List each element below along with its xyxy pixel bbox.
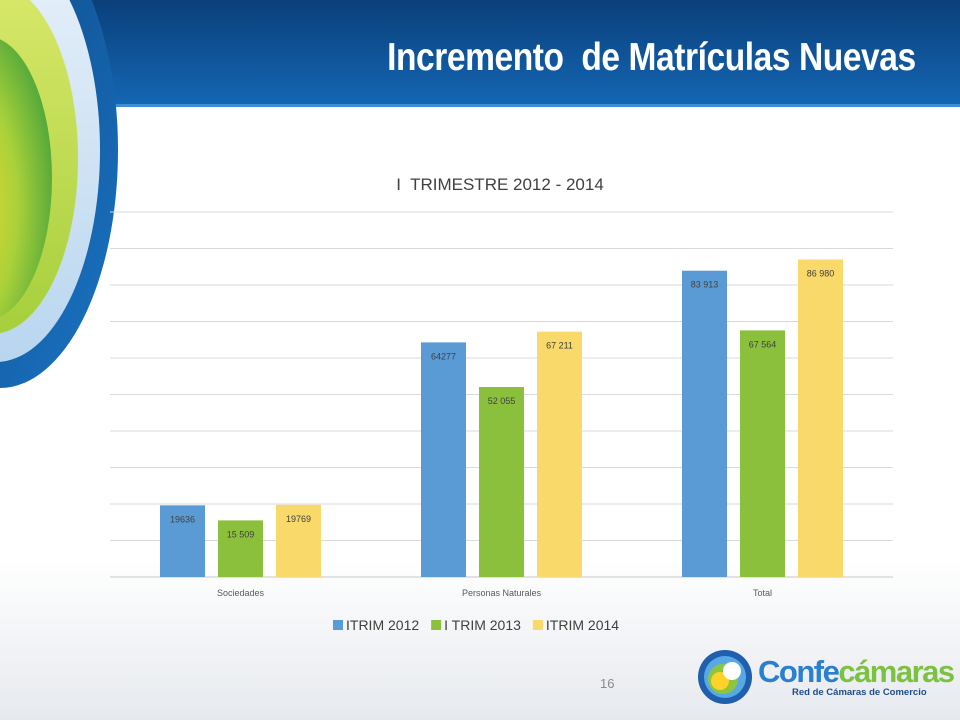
- legend-item: ITRIM 2012: [333, 617, 419, 633]
- confecamaras-logo: Confecámaras Red de Cámaras de Comercio: [696, 648, 955, 710]
- bar: [160, 505, 205, 577]
- bar: [682, 270, 727, 577]
- page-number: 16: [600, 676, 615, 691]
- bar-data-label: 83 913: [691, 280, 719, 290]
- x-tick-label: Total: [753, 588, 772, 598]
- bar: [537, 331, 582, 577]
- bar-data-label: 64277: [431, 351, 456, 361]
- logo-wordmark-part1: Confe: [758, 654, 840, 689]
- chart-bars: [160, 259, 843, 577]
- bar: [798, 259, 843, 577]
- legend-swatch: [532, 620, 543, 630]
- header-divider: [0, 104, 960, 107]
- slide-title: Incremento de Matrículas Nuevas: [387, 36, 916, 79]
- bar-data-label: 52 055: [488, 396, 516, 406]
- x-axis-tick-labels: Sociedades Personas Naturales Total: [217, 588, 772, 598]
- logo-wordmark-part2: cámaras: [838, 654, 955, 689]
- bar-data-label: 19636: [170, 514, 195, 524]
- bar: [276, 504, 321, 577]
- bar-data-label: 86 980: [807, 269, 835, 279]
- slide-background-shade: [0, 560, 960, 720]
- x-tick-label: Sociedades: [217, 588, 265, 598]
- logo-mark-icon: [698, 650, 752, 704]
- logo-wordmark: Confecámaras: [758, 654, 955, 689]
- legend-label: ITRIM 2012: [346, 617, 419, 633]
- legend-item: I TRIM 2013: [431, 617, 521, 633]
- bar-data-label: 15 509: [227, 529, 255, 539]
- chart-title: I TRIMESTRE 2012 - 2014: [396, 175, 604, 194]
- bar: [218, 520, 263, 577]
- bar-data-label: 67 564: [749, 339, 777, 349]
- chart-data-labels: 19636 15 509 19769 64277 52 055 67 211 83 913 6…: [170, 269, 834, 540]
- bar-data-label: 67 211: [546, 341, 573, 351]
- legend-label: ITRIM 2014: [546, 617, 619, 633]
- x-tick-label: Personas Naturales: [462, 588, 542, 598]
- legend-swatch: [431, 620, 442, 630]
- decorative-swoosh: [0, 0, 118, 388]
- chart-legend: ITRIM 2012 I TRIM 2013 ITRIM 2014: [333, 617, 619, 633]
- legend-swatch: [333, 620, 343, 630]
- bar-data-label: 19769: [286, 514, 311, 524]
- legend-item: ITRIM 2014: [532, 617, 619, 633]
- bar: [740, 330, 785, 577]
- bar: [479, 386, 524, 577]
- logo-tagline: Red de Cámaras de Comercio: [792, 687, 927, 698]
- header-bar: [0, 0, 960, 104]
- bar: [421, 342, 466, 577]
- legend-label: I TRIM 2013: [444, 617, 521, 633]
